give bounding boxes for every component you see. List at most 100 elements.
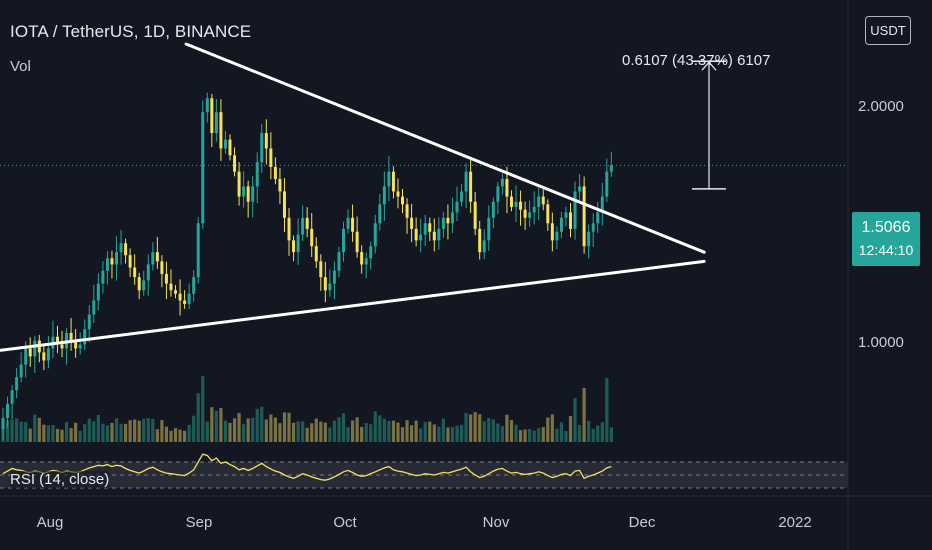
candle-body (205, 98, 209, 113)
candle-body (505, 178, 509, 197)
volume-bar (591, 428, 595, 442)
candle-body (87, 314, 91, 330)
candle-body (364, 258, 368, 265)
volume-bar (473, 412, 477, 442)
volume-bar (87, 418, 91, 442)
volume-bar (514, 424, 518, 442)
candle-body (6, 403, 10, 418)
volume-bar (19, 421, 23, 442)
symbol-title[interactable]: IOTA / TetherUS, 1D, BINANCE (10, 22, 252, 41)
candle-body (83, 329, 87, 345)
volume-bar (364, 422, 368, 442)
volume-bar (400, 427, 405, 442)
candle-body (519, 201, 523, 210)
volume-bar (223, 420, 228, 442)
price-candles[interactable] (0, 92, 848, 441)
volume-bar (555, 428, 559, 442)
candle-body (405, 204, 409, 218)
volume-bar (500, 426, 504, 442)
candle-body (296, 234, 300, 253)
candle-body (455, 201, 459, 213)
candle-body (233, 155, 237, 172)
volume-bar (46, 425, 50, 442)
candle-body (414, 228, 418, 241)
volume-bar (450, 427, 455, 442)
candle-body (251, 186, 255, 202)
candle-body (337, 252, 341, 271)
volume-bar (587, 420, 591, 442)
measure-arrowhead (701, 61, 717, 71)
volume-bar (242, 424, 246, 442)
candle-body (410, 217, 414, 229)
rsi-pane (0, 453, 848, 489)
candle-body (101, 270, 105, 284)
volume-bar (414, 420, 418, 442)
volume-legend[interactable]: Vol (10, 58, 31, 75)
time-label-oct: Oct (333, 514, 357, 531)
candle-body (287, 217, 291, 241)
volume-bar (301, 421, 305, 442)
candle-body (133, 267, 137, 278)
volume-bar (532, 430, 536, 442)
volume-bar (282, 412, 287, 442)
measure-tool[interactable] (692, 60, 726, 190)
rsi-legend[interactable]: RSI (14, close) (10, 471, 110, 488)
triangle-trendlines[interactable] (0, 42, 706, 352)
volume-bar (410, 425, 414, 442)
volume-bar (573, 398, 577, 442)
volume-bar (518, 430, 523, 442)
volume-bar (192, 415, 196, 442)
volume-bar (237, 413, 241, 442)
volume-bar (478, 414, 482, 442)
candle-body (187, 293, 191, 304)
volume-bar (482, 421, 486, 442)
candle-body (178, 293, 182, 301)
candle-body (119, 243, 123, 253)
candle-body (391, 171, 395, 192)
candle-body (160, 261, 164, 274)
candle-body (246, 186, 250, 202)
time-label-aug: Aug (36, 514, 64, 531)
volume-bar (255, 408, 259, 442)
candle-body (242, 186, 246, 197)
candle-body (60, 344, 64, 349)
candle-body (609, 165, 613, 172)
candle-body (46, 348, 50, 361)
candle-body (278, 178, 282, 192)
candle-body (351, 217, 355, 232)
candle-body (573, 191, 577, 229)
candle-body (587, 231, 591, 247)
volume-bar (396, 422, 400, 442)
candle-body (96, 283, 100, 301)
volume-bar (446, 427, 450, 442)
volume-bar (210, 407, 214, 442)
candle-body (33, 340, 37, 357)
volume-bar (523, 429, 527, 442)
candle-body (201, 112, 205, 224)
volume-bar (15, 418, 19, 442)
volume-bar (42, 424, 46, 442)
volume-bar (178, 429, 182, 442)
candle-body (555, 231, 559, 241)
price-tick-1: 1.0000 (858, 334, 904, 351)
candle-body (496, 186, 500, 202)
volume-bar (546, 417, 550, 442)
volume-bar (455, 425, 459, 442)
volume-bar (596, 425, 600, 442)
currency-button[interactable]: USDT (865, 16, 911, 45)
lower-trendline[interactable] (0, 259, 706, 352)
upper-trendline[interactable] (184, 42, 706, 254)
candle-body (437, 228, 441, 241)
candle-body (164, 273, 168, 284)
candle-body (401, 196, 405, 205)
volume-bar (28, 428, 32, 442)
volume-bar (577, 424, 582, 442)
candle-body (582, 186, 586, 247)
candle-body (210, 98, 214, 134)
candle-body (591, 223, 595, 232)
current-price-value: 1.5066 (861, 219, 911, 236)
candle-body (115, 252, 118, 265)
volume-bar (10, 419, 14, 442)
